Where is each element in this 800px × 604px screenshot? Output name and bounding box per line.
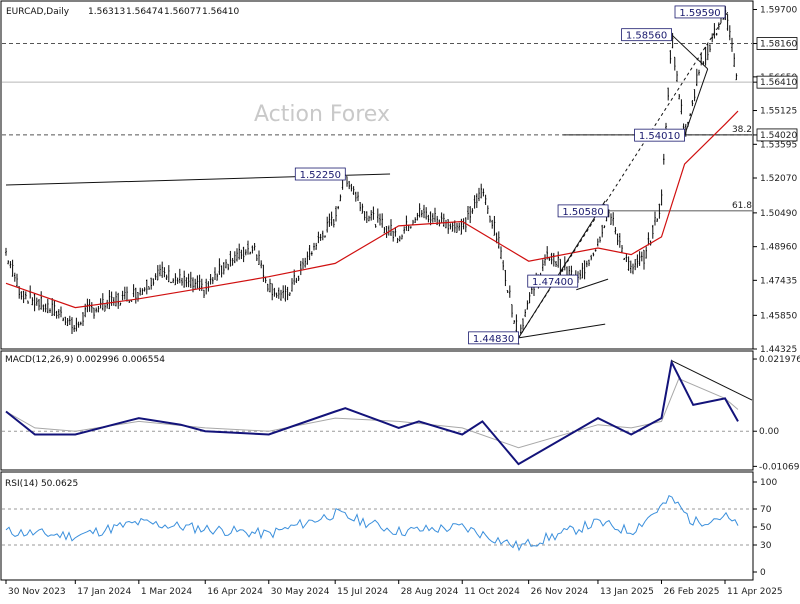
symbol-label: EURCAD,Daily	[6, 7, 70, 17]
fib-label: 38.2	[732, 125, 752, 135]
trend-line	[684, 68, 709, 136]
date-label: 13 Jan 2025	[600, 587, 654, 597]
price-axis-highlight	[756, 128, 798, 142]
level-label: 1.58560	[626, 31, 667, 42]
moving-average-line	[5, 110, 739, 309]
price-axis-label: 1.54020	[760, 131, 797, 141]
level-box	[294, 167, 346, 181]
date-label: 16 Apr 2024	[207, 587, 263, 597]
open-value: 1.56313	[88, 7, 125, 17]
trend-line	[518, 323, 606, 339]
level-label: 1.54010	[639, 131, 680, 142]
level-label: 1.47400	[532, 277, 573, 288]
price-axis-label: 1.56410	[760, 78, 797, 88]
rsi-axis-label: 70	[760, 505, 772, 515]
price-axis-label: 1.47435	[760, 276, 797, 286]
price-pane	[0, 0, 754, 350]
macd-axis-label: 0.00	[759, 427, 779, 437]
date-label: 11 Apr 2025	[727, 587, 783, 597]
date-label: 30 Nov 2023	[8, 587, 66, 597]
price-axis-label: 1.50490	[760, 209, 797, 219]
price-header: EURCAD,Daily 1.56313 1.56474 1.56077 1.5…	[6, 7, 239, 17]
price-axis-highlight	[756, 75, 798, 89]
date-label: 26 Nov 2024	[531, 587, 589, 597]
price-axis-label: 1.53595	[760, 140, 797, 150]
macd-title: MACD(12,26,9) 0.002996 0.006554	[5, 355, 165, 365]
price-axis-highlight	[756, 37, 798, 50]
price-axis-label: 1.55125	[760, 107, 797, 117]
price-axis-label: 1.52070	[760, 174, 797, 184]
level-box	[527, 274, 579, 288]
macd-pane	[0, 350, 754, 471]
price-axis-label: 1.58160	[760, 40, 797, 50]
watermark: Action Forex	[254, 102, 390, 127]
projection-line	[518, 11, 729, 339]
level-label: 1.52250	[300, 170, 341, 181]
level-box	[674, 5, 726, 19]
level-box	[621, 28, 672, 42]
date-label: 30 May 2024	[271, 587, 330, 597]
level-label: 1.59590	[679, 8, 720, 19]
price-axis-label: 1.59700	[760, 6, 797, 16]
date-label: 17 Jan 2024	[77, 587, 131, 597]
low-value: 1.56077	[164, 7, 201, 17]
price-axis-label: 1.45850	[760, 311, 797, 321]
rsi-pane	[0, 471, 754, 581]
date-label: 28 Aug 2024	[401, 587, 459, 597]
level-label: 1.50580	[562, 207, 603, 218]
date-label: 15 Jul 2024	[337, 587, 388, 597]
rsi-title: RSI(14) 50.0625	[5, 479, 78, 489]
fib-label: 61.8	[732, 201, 752, 211]
macd-axis-label: -0.010692	[759, 462, 800, 472]
level-box	[557, 204, 609, 218]
close-value: 1.56410	[202, 7, 239, 17]
price-axis-label: 1.44325	[760, 345, 797, 355]
date-label: 1 Mar 2024	[141, 587, 193, 597]
date-label: 11 Oct 2024	[464, 587, 520, 597]
trend-line	[518, 200, 606, 339]
date-label: 26 Feb 2025	[663, 587, 719, 597]
rsi-axis-label: 30	[760, 541, 772, 551]
trend-line	[671, 34, 709, 70]
macd-axis-label: 0.021976	[759, 355, 800, 365]
trend-line	[576, 278, 609, 291]
price-axis-label: 1.48960	[760, 243, 797, 253]
level-box	[468, 331, 519, 345]
high-value: 1.56474	[126, 7, 163, 17]
level-label: 1.44830	[473, 334, 514, 345]
macd-main-line	[5, 359, 739, 466]
rsi-line	[5, 495, 739, 552]
rsi-axis-label: 100	[760, 478, 777, 488]
level-box	[634, 128, 685, 142]
rsi-axis-label: 0	[760, 568, 766, 578]
macd-trend-line	[671, 360, 753, 401]
rsi-axis-label: 50	[760, 523, 772, 533]
